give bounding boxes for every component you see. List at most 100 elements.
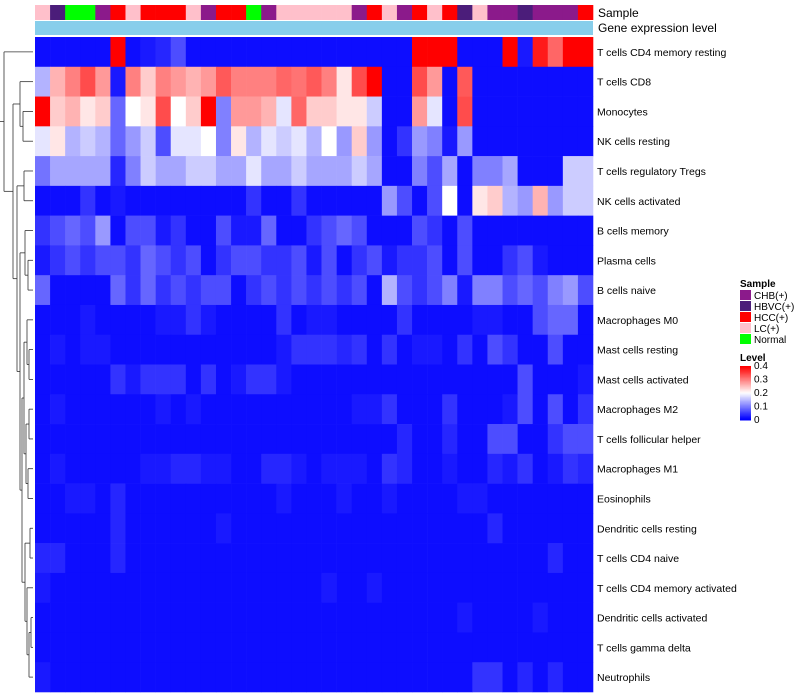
heatmap-cell: [155, 453, 172, 484]
heatmap-cell: [140, 37, 156, 68]
heatmap-cell: [427, 483, 443, 514]
sample-annotation-cell: [110, 5, 126, 20]
heatmap-cell: [200, 66, 217, 97]
heatmap-cell: [246, 364, 262, 395]
heatmap-cell: [396, 453, 413, 484]
heatmap-cell: [80, 513, 96, 544]
heatmap-cell: [215, 185, 232, 216]
heatmap-cell: [140, 304, 156, 336]
heatmap-cell: [306, 572, 322, 603]
heatmap-cell: [155, 126, 172, 157]
heatmap-cell: [170, 215, 187, 246]
heatmap-cell: [276, 483, 292, 514]
heatmap-cell: [472, 96, 488, 127]
heatmap-cell: [502, 513, 518, 544]
heatmap-cell: [35, 483, 51, 514]
heatmap-cell: [532, 304, 549, 336]
heatmap-cell: [562, 334, 579, 365]
heatmap-cell: [200, 513, 217, 544]
level-legend-gradient: [740, 411, 751, 414]
heatmap-cell: [562, 126, 579, 157]
heatmap-cell: [457, 96, 473, 127]
level-legend-tick: 0.1: [754, 402, 768, 413]
heatmap-cell: [472, 543, 488, 574]
heatmap-cell: [231, 453, 247, 484]
sample-annotation-cell: [185, 5, 202, 20]
heatmap-cell: [50, 602, 66, 633]
heatmap-cell: [35, 37, 51, 68]
heatmap-cell: [381, 156, 398, 187]
heatmap-cell: [80, 66, 96, 97]
heatmap-cell: [412, 245, 428, 276]
sample-annotation-cell: [35, 5, 51, 20]
heatmap-cell: [80, 245, 96, 276]
heatmap-cell: [110, 66, 126, 97]
heatmap-cell: [231, 185, 247, 216]
heatmap-cell: [457, 245, 473, 276]
heatmap-cell: [472, 185, 488, 216]
heatmap-cell: [110, 245, 126, 276]
row-label: Dendritic cells resting: [597, 523, 697, 535]
heatmap-cell: [412, 334, 428, 365]
heatmap-cell: [381, 572, 398, 603]
heatmap-cell: [231, 275, 247, 306]
sample-legend-label: Normal: [754, 335, 786, 346]
heatmap-cell: [457, 275, 473, 306]
heatmap-cell: [35, 334, 51, 365]
heatmap-cell: [200, 483, 217, 514]
heatmap-cell: [140, 394, 156, 425]
heatmap-cell: [442, 156, 458, 187]
sample-annotation-cell: [95, 5, 111, 20]
heatmap-cell: [155, 215, 172, 246]
heatmap-cell: [396, 126, 413, 157]
heatmap-cell: [125, 602, 141, 633]
heatmap-cell: [215, 245, 232, 276]
heatmap-cell: [261, 602, 277, 633]
level-legend-gradient: [740, 368, 751, 371]
heatmap-cell: [261, 96, 277, 127]
sample-annotation-cell: [487, 5, 503, 20]
level-legend-gradient: [740, 384, 751, 387]
heatmap-cell: [276, 543, 292, 574]
heatmap-cell: [65, 185, 81, 216]
heatmap-cell: [562, 572, 579, 603]
heatmap-cell: [261, 66, 277, 97]
heatmap-cell: [80, 543, 96, 574]
heatmap-cell: [457, 424, 473, 455]
heatmap-cell: [427, 602, 443, 633]
heatmap-cell: [366, 275, 383, 306]
heatmap-cell: [50, 37, 66, 68]
heatmap-cell: [80, 364, 96, 395]
heatmap-cell: [532, 96, 549, 127]
heatmap-cell: [472, 334, 488, 365]
heatmap-cell: [427, 453, 443, 484]
heatmap-cell: [50, 513, 66, 544]
heatmap-cell: [261, 364, 277, 395]
heatmap-cell: [231, 394, 247, 425]
heatmap-cell: [381, 483, 398, 514]
heatmap-cell: [185, 513, 202, 544]
heatmap-cell: [366, 215, 383, 246]
heatmap-cell: [547, 364, 564, 395]
heatmap-cell: [50, 662, 66, 693]
heatmap-cell: [185, 662, 202, 693]
heatmap-cell: [532, 37, 549, 68]
heatmap-cell: [246, 215, 262, 246]
heatmap-cell: [577, 185, 594, 216]
row-label: Macrophages M0: [597, 315, 678, 327]
heatmap-cell: [215, 275, 232, 306]
heatmap-cell: [577, 126, 594, 157]
heatmap-cell: [65, 602, 81, 633]
heatmap-cell: [291, 126, 307, 157]
heatmap-cell: [457, 572, 473, 603]
heatmap-cell: [562, 394, 579, 425]
heatmap-cell: [276, 96, 292, 127]
heatmap-cell: [215, 632, 232, 663]
heatmap-cell: [396, 37, 413, 68]
row-label: Mast cells resting: [597, 345, 678, 357]
heatmap-cell: [336, 275, 353, 306]
heatmap-cell: [50, 96, 66, 127]
heatmap-cell: [321, 334, 337, 365]
heatmap-cell: [110, 334, 126, 365]
heatmap-cell: [306, 424, 322, 455]
